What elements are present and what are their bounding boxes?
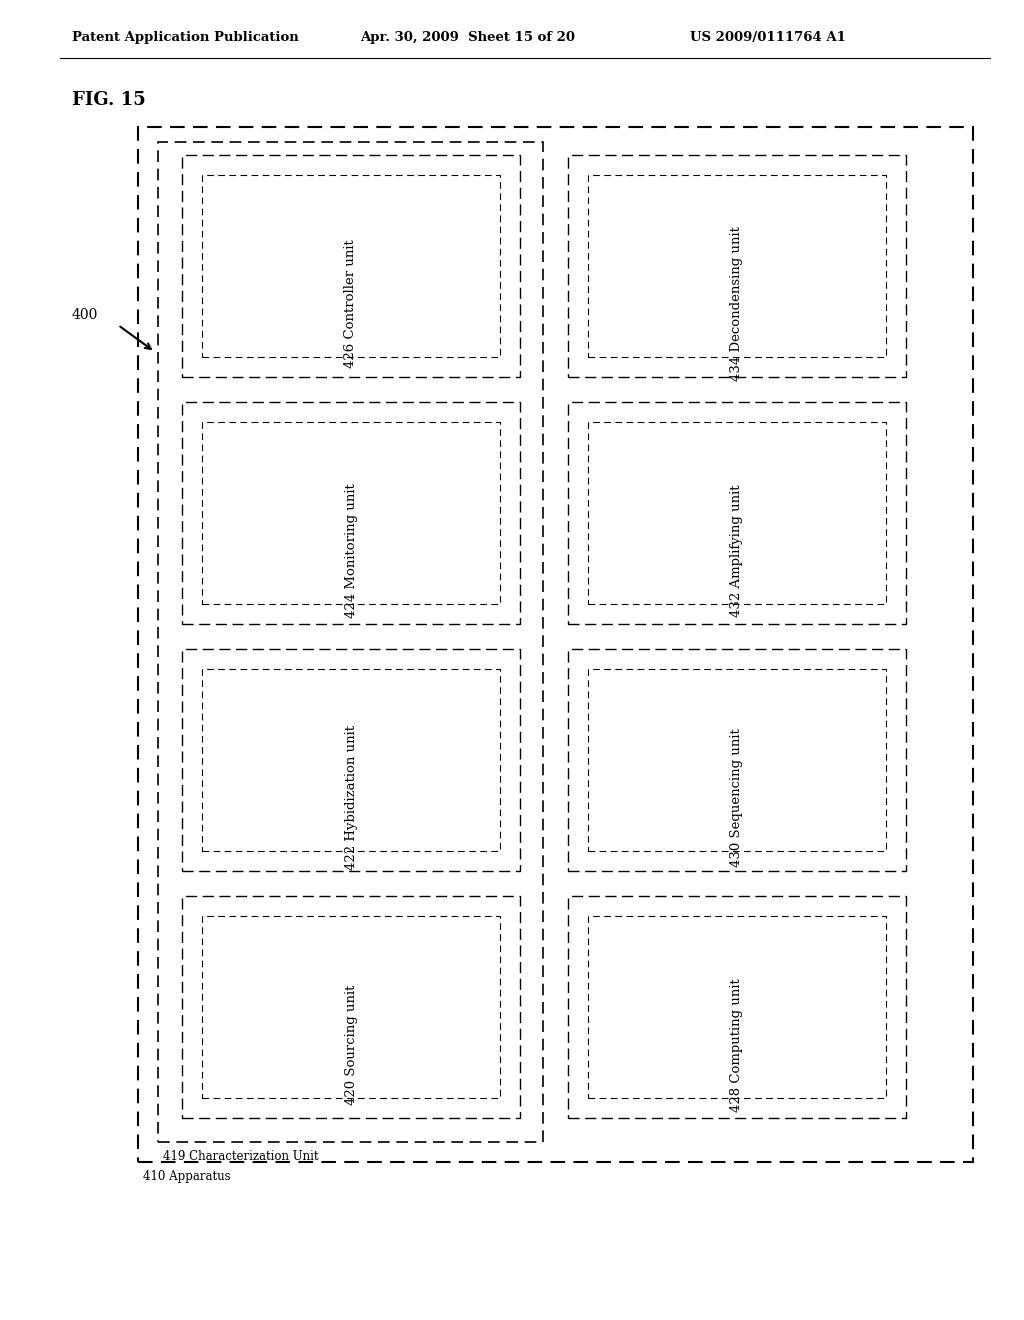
Text: FIG. 15: FIG. 15 (72, 91, 145, 110)
Bar (182, 649, 520, 871)
Bar (202, 916, 500, 1098)
Text: 434 Decondensing unit: 434 Decondensing unit (730, 226, 743, 381)
Bar (588, 916, 886, 1098)
Text: 400: 400 (72, 308, 98, 322)
Text: 426 Controller unit: 426 Controller unit (344, 239, 357, 368)
Bar (588, 669, 886, 851)
Bar (202, 422, 500, 605)
Bar (182, 896, 520, 1118)
Text: 419 Characterization Unit: 419 Characterization Unit (163, 1150, 318, 1163)
Text: 410 Apparatus: 410 Apparatus (143, 1170, 230, 1183)
Text: 422 Hybidization unit: 422 Hybidization unit (344, 725, 357, 870)
Bar (568, 154, 906, 378)
Bar (568, 403, 906, 624)
Text: 424 Monitoring unit: 424 Monitoring unit (344, 483, 357, 618)
Text: 432 Amplifying unit: 432 Amplifying unit (730, 484, 743, 616)
Bar (182, 403, 520, 624)
Text: 428 Computing unit: 428 Computing unit (730, 978, 743, 1111)
Text: 420 Sourcing unit: 420 Sourcing unit (344, 985, 357, 1105)
Text: US 2009/0111764 A1: US 2009/0111764 A1 (690, 32, 846, 45)
Bar (588, 422, 886, 605)
Text: Apr. 30, 2009  Sheet 15 of 20: Apr. 30, 2009 Sheet 15 of 20 (360, 32, 575, 45)
Bar (158, 143, 543, 1142)
Text: 430 Sequencing unit: 430 Sequencing unit (730, 729, 743, 867)
Bar (588, 176, 886, 356)
Bar (568, 649, 906, 871)
Bar (568, 896, 906, 1118)
Bar (202, 176, 500, 356)
Text: Patent Application Publication: Patent Application Publication (72, 32, 299, 45)
Bar (182, 154, 520, 378)
Bar (138, 127, 973, 1162)
Bar (202, 669, 500, 851)
